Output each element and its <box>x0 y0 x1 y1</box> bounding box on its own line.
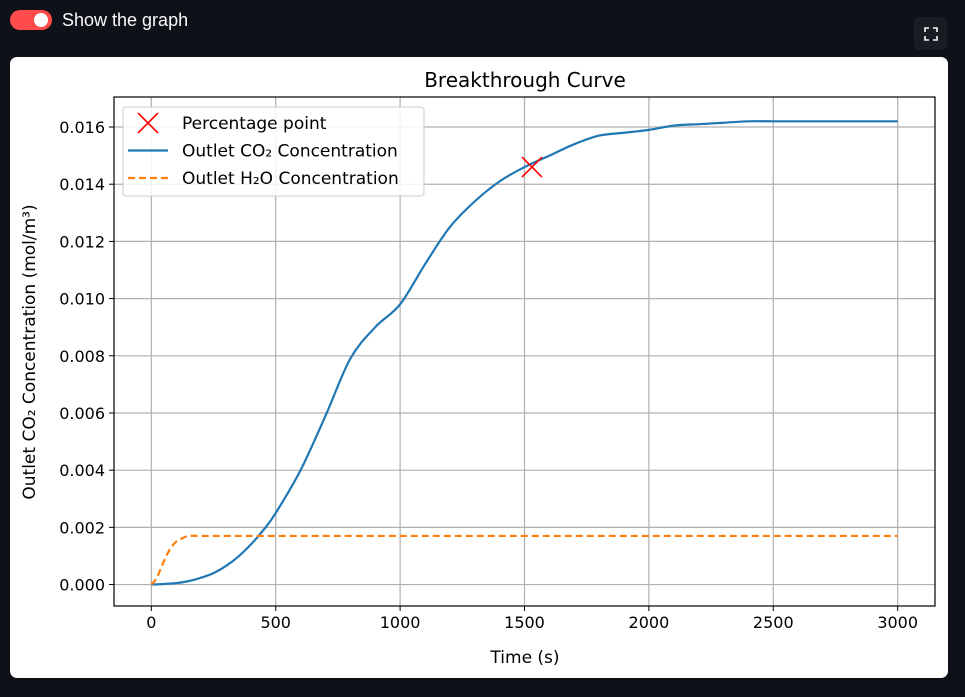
series-layer <box>150 120 898 586</box>
y-tick-label: 0.016 <box>59 118 105 137</box>
ticks: 0 500 1000 1500 2000 2500 3000 0.000 0.002 0.004 0… <box>59 118 918 632</box>
legend-entry-label: Outlet CO₂ Concentration <box>182 142 398 162</box>
grid <box>114 97 935 606</box>
toggle-knob <box>34 13 48 27</box>
x-tick-label: 1000 <box>380 613 421 632</box>
x-tick-label: 0 <box>146 613 156 632</box>
y-tick-label: 0.004 <box>59 461 105 480</box>
x-tick-label: 2000 <box>629 613 670 632</box>
x-axis-label: Time (s) <box>489 648 559 668</box>
co2-series-line <box>151 120 898 586</box>
y-tick-label: 0.012 <box>59 232 105 251</box>
legend-box <box>122 106 425 197</box>
y-tick-label: 0.014 <box>59 175 105 194</box>
y-tick-label: 0.006 <box>59 404 105 423</box>
x-tick-label: 3000 <box>877 613 918 632</box>
legend-entry-label: Outlet H₂O Concentration <box>182 169 399 189</box>
y-axis-label: Outlet CO₂ Concentration (mol/m³) <box>20 204 40 499</box>
y-tick-label: 0.002 <box>59 518 105 537</box>
legend: Percentage point Outlet CO₂ Concentration… <box>122 106 425 197</box>
fullscreen-icon <box>923 26 938 41</box>
legend-marker-percentage-point <box>137 112 159 134</box>
y-tick-label: 0.008 <box>59 347 105 366</box>
toggle-switch[interactable] <box>10 10 52 30</box>
chart-title: Breakthrough Curve <box>424 68 626 92</box>
chart-card: Breakthrough Curve 0 500 1000 1500 2000 2500 3… <box>10 57 948 678</box>
percentage-point-marker <box>521 156 543 178</box>
toggle-label: Show the graph <box>62 9 189 30</box>
legend-entry-label: Percentage point <box>182 114 327 134</box>
x-tick-label: 1500 <box>504 613 545 632</box>
y-tick-label: 0.000 <box>59 576 105 595</box>
x-tick-label: 2500 <box>753 613 794 632</box>
fullscreen-button[interactable] <box>914 17 947 50</box>
x-tick-label: 500 <box>260 613 291 632</box>
show-graph-toggle[interactable]: Show the graph <box>10 8 188 32</box>
y-tick-label: 0.010 <box>59 290 105 309</box>
breakthrough-chart: Breakthrough Curve 0 500 1000 1500 2000 2500 3… <box>20 68 936 668</box>
